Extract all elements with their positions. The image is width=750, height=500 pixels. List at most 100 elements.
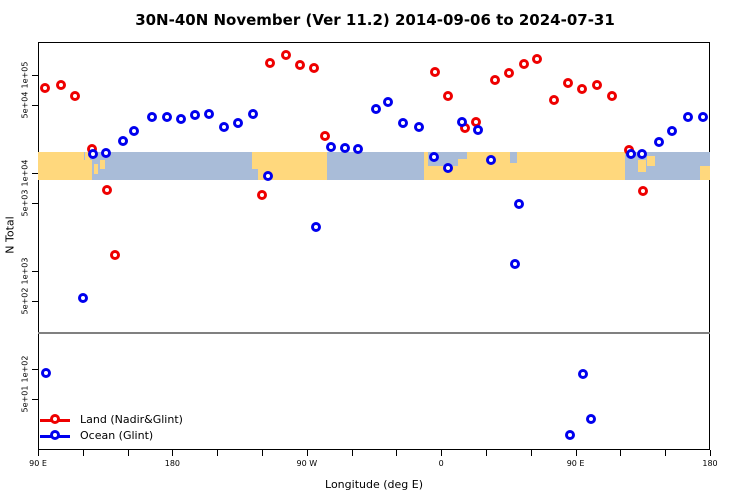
data-point-ocean [176,113,187,124]
data-point-ocean [189,110,200,121]
x-tick [82,450,84,456]
data-point-ocean [585,413,596,424]
land-patch [99,159,106,169]
data-point-ocean [325,142,336,153]
x-axis-title: Longitude (deg E) [325,478,423,491]
y-tick [32,173,38,174]
x-tick-label: 90 E [29,459,47,468]
x-tick [575,450,577,456]
land-patch [94,163,99,174]
data-point-ocean [311,222,322,233]
land-patch [699,165,710,180]
data-point-ocean [667,126,678,137]
data-point-ocean [565,430,576,441]
data-point-land [281,49,292,60]
land-patch [252,151,262,169]
x-tick-label: 180 [702,459,718,468]
x-tick [38,450,39,456]
y-tick [32,202,38,204]
ocean-patch [457,151,467,159]
data-point-land [294,59,305,70]
data-point-ocean [626,149,636,160]
data-point-ocean [485,154,496,165]
y-tick [32,300,38,302]
separator-line [38,331,710,334]
x-tick [665,450,667,456]
x-tick [710,450,711,456]
x-tick [217,450,219,456]
plot-area [38,42,710,450]
data-point-ocean [41,368,52,378]
data-point-ocean [514,198,524,209]
data-point-land [70,91,81,102]
x-tick [486,450,487,456]
data-point-ocean [117,136,128,147]
data-point-ocean [443,163,454,174]
x-tick [262,450,263,456]
legend-label-land: Land (Nadir&Glint) [80,413,183,426]
land-patch [647,156,656,166]
y-tick [32,398,38,400]
data-point-ocean [219,121,230,132]
x-tick-label: 90 E [566,459,585,468]
data-point-land [320,130,331,141]
data-point-land [55,80,66,91]
data-point-land [562,77,573,88]
ocean-ring-icon [50,430,60,440]
x-tick [127,450,129,456]
land-patch [85,151,90,161]
x-tick [441,450,443,456]
x-tick [306,450,308,456]
data-point-ocean [383,97,394,108]
x-tick [351,450,353,456]
land-patch [38,151,85,180]
land-patch [638,160,646,173]
data-point-land [638,186,649,196]
x-tick [530,450,532,456]
land-patch [84,160,92,180]
data-point-land [489,74,500,85]
x-tick [396,450,398,456]
data-point-land [591,80,602,91]
data-point-ocean [100,147,111,158]
x-tick-label: 90 W [296,459,318,468]
legend-label-ocean: Ocean (Glint) [80,429,154,442]
data-point-land [549,94,560,105]
data-point-land [101,185,112,196]
data-point-ocean [77,293,88,304]
data-point-land [577,83,588,94]
data-point-land [40,83,51,94]
data-point-land [607,91,618,102]
data-point-ocean [129,126,140,137]
data-point-land [532,53,543,64]
data-point-ocean [413,121,424,132]
data-point-ocean [248,108,259,119]
data-point-ocean [397,117,408,128]
data-point-ocean [637,149,648,160]
data-point-land [257,189,267,200]
data-point-land [265,58,276,69]
x-tick-label: 180 [164,459,181,468]
data-point-ocean [353,143,364,154]
y-tick [32,75,38,76]
ocean-patch [509,151,518,164]
data-point-ocean [146,111,157,122]
data-point-ocean [697,111,708,122]
data-point-ocean [456,117,467,128]
x-tick-label: 0 [438,459,444,468]
data-point-ocean [683,111,694,122]
data-point-ocean [472,124,483,135]
data-point-land [443,91,454,102]
data-point-ocean [429,151,440,162]
x-tick [620,450,622,456]
data-point-land [430,67,441,78]
data-point-ocean [87,149,98,160]
land-ring-icon [50,414,60,424]
data-point-ocean [162,111,173,122]
map-band [38,151,710,180]
data-point-ocean [232,117,243,128]
data-point-land [519,58,530,69]
data-point-ocean [340,142,351,153]
y-tick [32,271,38,272]
